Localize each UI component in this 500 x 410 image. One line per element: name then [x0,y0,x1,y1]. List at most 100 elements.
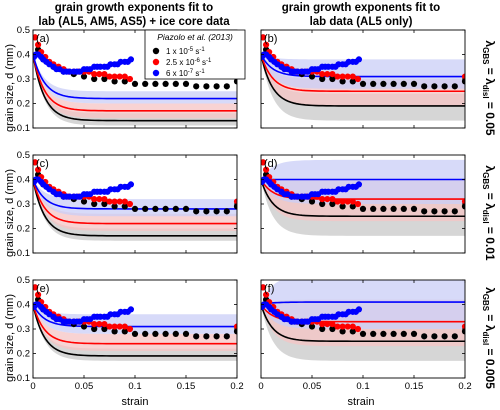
y-tick-label: 0.4 [17,175,30,186]
plot-area [261,155,465,253]
data-point-black [339,203,346,210]
data-point-red [121,323,128,330]
data-point-black [421,333,428,340]
data-point-red [261,34,267,41]
data-point-black [329,200,336,208]
data-point-black [111,203,118,210]
data-point-red [33,284,39,291]
data-point-red [334,323,341,330]
data-point-black [461,203,465,210]
data-point-red [349,73,356,80]
plot-area [261,280,465,378]
data-point-red [126,325,133,333]
data-point-red [339,198,346,205]
model-line-blue [33,54,237,100]
data-point-black [329,75,336,83]
y-tick-label: 0.2 [17,349,30,360]
data-point-black [152,80,159,87]
data-point-black [451,83,458,90]
y-tick-label: 0.5 [17,150,30,161]
data-point-red [349,198,356,205]
data-point-black [431,333,438,340]
panel-c: 0.1 0.2 0.3 0.4 0.5 (c) [17,150,238,259]
data-point-red [91,321,98,328]
data-point-black [233,78,237,85]
data-point-black [193,83,200,90]
data-point-black [400,330,407,337]
data-point-red [101,196,108,203]
data-point-red [354,75,361,83]
data-point-black [410,205,418,212]
data-point-black [131,80,139,87]
data-point-black [203,333,210,340]
data-point-red [121,73,128,80]
data-point-black [203,83,210,90]
y-tick-label: 0.1 [17,123,30,134]
band-blue [33,54,237,104]
data-point-red [33,159,39,166]
plot-area [261,30,465,128]
data-point-black [410,330,418,337]
data-point-black [101,200,108,208]
data-point-black [193,333,200,340]
data-point-black [233,328,237,335]
data-point-red [354,325,361,333]
data-point-red [344,198,351,205]
data-point-black [162,330,169,337]
data-point-red [35,166,42,173]
band-red [33,179,237,231]
model-line-red [33,304,237,345]
data-point-red [261,284,267,291]
data-point-red [344,323,351,330]
data-point-red [339,73,346,80]
data-point-red [319,71,326,78]
data-point-black [380,205,387,212]
data-point-red [91,71,98,78]
data-point-black [319,325,326,333]
data-point-red [263,41,270,48]
data-point-black [441,208,448,215]
data-point-black [461,78,465,85]
model-line-red [33,54,237,112]
legend-entry-red: 2.5 x 10-6 s-1 [166,58,212,67]
data-point-black [121,203,128,210]
data-point-red [263,166,270,173]
data-point-red [126,200,133,208]
data-point-blue [127,181,135,188]
legend-entry-black: 1 x 10-5 s-1 [166,47,205,56]
data-point-black [182,205,190,212]
x-tick-label: 0.1 [356,381,369,392]
y-tick-label: 0.5 [17,25,30,36]
data-point-red [354,200,361,208]
data-point-black [451,208,458,215]
xlabel-right: strain [348,396,375,408]
data-point-black [359,330,367,337]
col-title-left-line2: lab (AL5, AM5, AS5) + ice core data [38,16,230,28]
legend: Piazolo et al. (2013) 1 x 10-5 s-1 2.5 x… [144,29,246,80]
data-point-black [359,80,367,87]
data-point-red [461,198,465,205]
data-point-black [223,333,230,340]
data-point-black [431,83,438,90]
data-point-black [308,323,316,330]
data-point-black [182,330,190,337]
data-point-black [182,80,190,87]
model-line-black [261,54,465,107]
data-point-red [101,321,108,328]
x-tick-label: 0.2 [230,381,243,392]
data-point-black [111,328,118,335]
band-black [33,54,237,126]
data-point-black [213,208,220,215]
model-line-black [261,179,465,218]
data-point-red [261,159,267,166]
data-point-black [111,78,118,85]
data-point-black [461,328,465,335]
data-point-black [131,205,139,212]
data-point-black [152,205,159,212]
data-point-red [126,75,133,83]
panel-f: 0 0.05 0.1 0.15 0.2 (f) [258,279,472,392]
data-point-red [106,73,113,80]
data-point-red [91,196,98,203]
col-title-right-line2: lab data (AL5 only) [310,16,413,28]
y-tick-label: 0.1 [17,248,30,259]
